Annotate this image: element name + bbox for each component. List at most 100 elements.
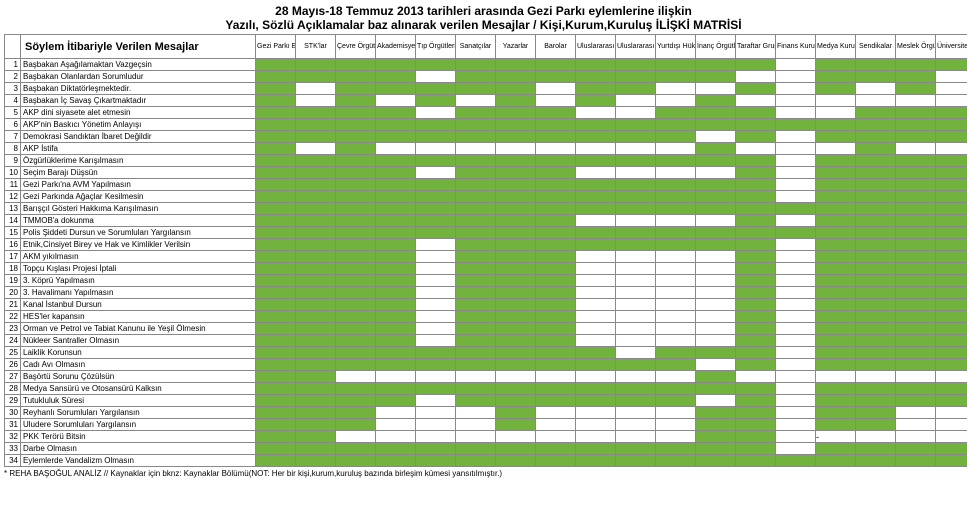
- cell: [936, 335, 967, 347]
- cell: [456, 359, 496, 371]
- cell: [776, 239, 816, 251]
- cell: [416, 383, 456, 395]
- cell: [456, 131, 496, 143]
- cell: [816, 119, 856, 131]
- cell: [936, 275, 967, 287]
- table-row: 13Barışçıl Gösteri Hakkıma Karışılmasın: [5, 203, 967, 215]
- cell: [496, 287, 536, 299]
- cell: [416, 455, 456, 467]
- cell: [456, 215, 496, 227]
- cell: [816, 107, 856, 119]
- cell: [736, 155, 776, 167]
- row-message: Topçu Kışlası Projesi İptali: [21, 263, 256, 275]
- cell: [896, 119, 936, 131]
- cell: [456, 119, 496, 131]
- cell: [616, 71, 656, 83]
- cell: [776, 287, 816, 299]
- cell: [296, 59, 336, 71]
- cell: [416, 431, 456, 443]
- cell: [456, 203, 496, 215]
- cell: [656, 347, 696, 359]
- cell: [816, 311, 856, 323]
- cell: [896, 107, 936, 119]
- cell: [896, 419, 936, 431]
- cell: [896, 455, 936, 467]
- cell: [376, 419, 416, 431]
- cell: [936, 191, 967, 203]
- cell: [856, 455, 896, 467]
- cell: [856, 59, 896, 71]
- cell: [256, 167, 296, 179]
- cell: [336, 203, 376, 215]
- cell: [616, 275, 656, 287]
- cell: [416, 107, 456, 119]
- cell: [816, 359, 856, 371]
- cell: [776, 395, 816, 407]
- cell: [816, 299, 856, 311]
- cell: [656, 143, 696, 155]
- row-num: 10: [5, 167, 21, 179]
- cell: [576, 215, 616, 227]
- table-row: 26Cadı Avı Olmasın: [5, 359, 967, 371]
- cell: [536, 299, 576, 311]
- cell: [256, 299, 296, 311]
- cell: [816, 383, 856, 395]
- col-header-11: İnanç Örgütleri: [696, 35, 736, 59]
- row-message: TMMOB'a dokunma: [21, 215, 256, 227]
- row-num: 34: [5, 455, 21, 467]
- cell: [816, 71, 856, 83]
- cell: [576, 227, 616, 239]
- cell: [576, 323, 616, 335]
- cell: [816, 407, 856, 419]
- cell: [936, 227, 967, 239]
- cell: [296, 83, 336, 95]
- cell: [256, 407, 296, 419]
- cell: [296, 203, 336, 215]
- cell: [936, 119, 967, 131]
- col-header-9: Uluslararası Siyasi Kurumlar: [616, 35, 656, 59]
- row-num: 3: [5, 83, 21, 95]
- cell: [856, 95, 896, 107]
- row-num: 28: [5, 383, 21, 395]
- row-num: 4: [5, 95, 21, 107]
- cell: [336, 455, 376, 467]
- cell: [336, 143, 376, 155]
- cell: [816, 239, 856, 251]
- cell: [456, 323, 496, 335]
- cell: [736, 419, 776, 431]
- cell: [696, 287, 736, 299]
- cell: [496, 335, 536, 347]
- cell: [376, 431, 416, 443]
- cell: [576, 179, 616, 191]
- cell: [456, 59, 496, 71]
- cell: [416, 407, 456, 419]
- header-row: Söylem İtibariyle Verilen Mesajlar Gezi …: [5, 35, 967, 59]
- table-row: 25Laiklik Korunsun: [5, 347, 967, 359]
- cell: [456, 311, 496, 323]
- cell: [256, 179, 296, 191]
- cell: [496, 371, 536, 383]
- row-num: 9: [5, 155, 21, 167]
- cell: [296, 179, 336, 191]
- cell: [496, 419, 536, 431]
- cell: [696, 119, 736, 131]
- cell: [656, 287, 696, 299]
- cell: [336, 83, 376, 95]
- cell: [736, 443, 776, 455]
- cell: [336, 191, 376, 203]
- cell: [496, 95, 536, 107]
- cell: [256, 119, 296, 131]
- cell: [416, 275, 456, 287]
- row-message: AKP İstifa: [21, 143, 256, 155]
- cell: [336, 323, 376, 335]
- cell: [616, 323, 656, 335]
- cell: [856, 359, 896, 371]
- cell: [496, 167, 536, 179]
- cell: [696, 395, 736, 407]
- cell: [656, 215, 696, 227]
- cell: [816, 191, 856, 203]
- cell: [656, 275, 696, 287]
- row-message: Nükleer Santraller Olmasın: [21, 335, 256, 347]
- cell: [296, 251, 336, 263]
- cell: [656, 131, 696, 143]
